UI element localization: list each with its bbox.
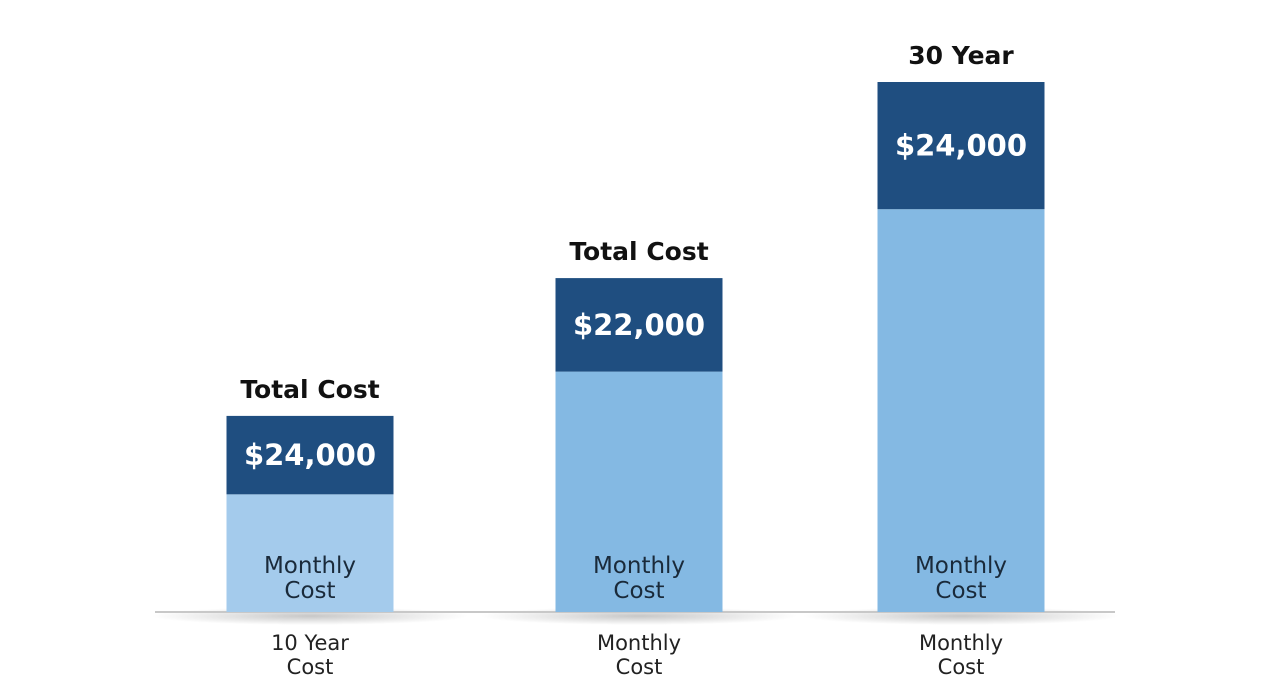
bar-bottom-segment bbox=[555, 371, 723, 612]
bar-top-label: 30 Year bbox=[908, 41, 1014, 70]
category-label: Monthly bbox=[597, 631, 681, 655]
bar-bottom-segment bbox=[877, 209, 1045, 612]
bar-top-label: Total Cost bbox=[240, 375, 379, 404]
category-label: Cost bbox=[938, 655, 985, 679]
bar-inner-label: Monthly bbox=[915, 553, 1007, 579]
category-label: 10 Year bbox=[271, 631, 349, 655]
bar-top-segment bbox=[226, 415, 394, 495]
bar-bottom-segment bbox=[226, 494, 394, 612]
category-label: Cost bbox=[287, 655, 334, 679]
bar-inner-label: Cost bbox=[613, 578, 664, 604]
bar-value-label: $24,000 bbox=[244, 438, 376, 472]
bar-inner-label: Monthly bbox=[593, 553, 685, 579]
bar-inner-label: Cost bbox=[284, 578, 335, 604]
bar-inner-label: Monthly bbox=[264, 553, 356, 579]
bar-inner-label: Cost bbox=[935, 578, 986, 604]
category-label: Monthly bbox=[919, 631, 1003, 655]
bar-value-label: $22,000 bbox=[573, 308, 705, 342]
bar-top-segment bbox=[877, 82, 1045, 210]
bar-top-label: Total Cost bbox=[569, 237, 708, 266]
bar-value-label: $24,000 bbox=[895, 129, 1027, 163]
category-label: Cost bbox=[616, 655, 663, 679]
bar-top-segment bbox=[555, 278, 723, 372]
